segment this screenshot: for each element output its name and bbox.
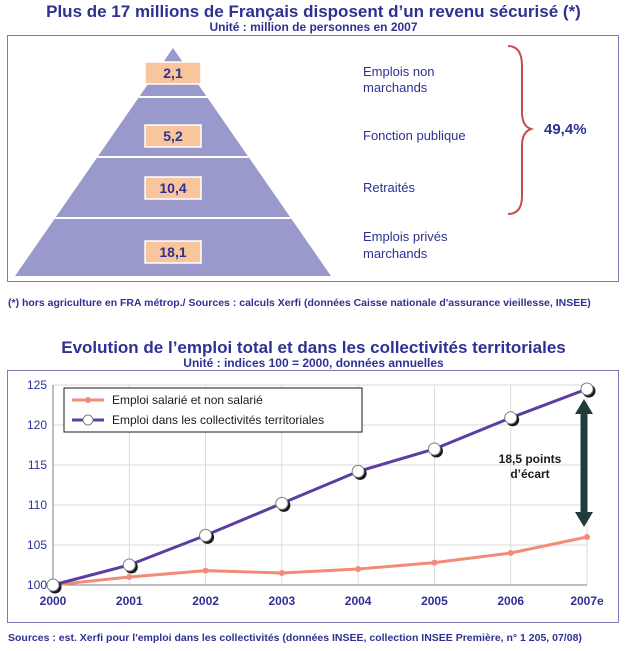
data-point-emploi-total xyxy=(584,534,590,540)
gap-arrow-head-up xyxy=(575,399,593,414)
series-line-emploi-total xyxy=(52,535,588,587)
x-tick-label: 2002 xyxy=(192,594,219,608)
gap-annotation-line2: d’écart xyxy=(510,467,549,481)
data-point-collectivites xyxy=(427,442,441,456)
line-chart-frame: 100 105 110 115 120 125 2000 2001 2002 2003 2004 20… xyxy=(7,370,619,623)
x-tick-label: 2000 xyxy=(40,594,67,608)
data-point-collectivites xyxy=(199,528,213,542)
legend-marker-emploi-total xyxy=(85,397,91,403)
data-point-emploi-total xyxy=(278,570,285,576)
pyramid-category-label: marchands xyxy=(363,80,428,95)
data-point-collectivites xyxy=(46,578,60,592)
y-tick-label: 125 xyxy=(27,378,47,392)
line-chart: 100 105 110 115 120 125 2000 2001 2002 2003 2004 20… xyxy=(27,378,604,608)
pyramid-chart-frame: 2,1 Emplois non marchands 5,2 Fonction publi… xyxy=(7,35,619,282)
legend-label-collectivites: Emploi dans les collectivités territoria… xyxy=(112,413,324,427)
gap-annotation-line1: 18,5 points xyxy=(499,452,562,466)
data-point-emploi-total xyxy=(355,566,362,572)
pyramid-category-label: Retraités xyxy=(363,180,416,195)
data-point-emploi-total xyxy=(202,567,209,574)
data-point-collectivites xyxy=(275,496,289,510)
line-chart-subtitle: Unité : indices 100 = 2000, données annu… xyxy=(183,356,444,370)
x-tick-label: 2001 xyxy=(116,594,143,608)
y-tick-label: 100 xyxy=(27,578,47,592)
series-line-collectivites xyxy=(52,387,588,587)
pyramid-value-label: 10,4 xyxy=(159,180,186,196)
pyramid-category-label: Emplois privés xyxy=(363,229,448,244)
legend-box xyxy=(63,387,363,433)
x-tick-label: 2004 xyxy=(345,594,372,608)
line-chart-source: Sources : est. Xerfi pour l'emploi dans … xyxy=(8,632,582,644)
y-tick-label: 110 xyxy=(28,498,47,512)
legend-label-emploi-total: Emploi salarié et non salarié xyxy=(112,393,263,407)
x-tick-label: 2007e xyxy=(570,594,604,608)
legend-marker-collectivites xyxy=(82,414,94,426)
y-tick-label: 115 xyxy=(28,458,47,472)
pyramid-footnote: (*) hors agriculture en FRA métrop./ Sou… xyxy=(8,297,591,309)
pyramid-category-label: marchands xyxy=(363,246,428,261)
pyramid-category-label: Emplois non xyxy=(363,64,435,79)
pyramid-value-label: 18,1 xyxy=(159,244,186,260)
y-tick-label: 105 xyxy=(27,538,47,552)
pyramid-value-box xyxy=(144,61,202,85)
pyramid-title: Plus de 17 millions de Français disposen… xyxy=(46,2,581,21)
pyramid-value-box xyxy=(144,124,202,148)
data-point-emploi-total xyxy=(507,550,514,556)
line-chart-title: Evolution de l’emploi total et dans les … xyxy=(61,338,566,357)
data-point-collectivites xyxy=(351,464,365,478)
pyramid-value-box xyxy=(144,176,202,200)
pyramid-value-label: 5,2 xyxy=(163,128,183,144)
bracket-percentage-label: 49,4% xyxy=(544,121,587,138)
pyramid-category-label: Fonction publique xyxy=(363,128,466,143)
x-tick-label: 2006 xyxy=(497,594,524,608)
bracket-line xyxy=(507,45,535,215)
pyramid-subtitle: Unité : million de personnes en 2007 xyxy=(209,20,418,34)
data-point-emploi-total xyxy=(126,574,133,580)
pyramid-value-label: 2,1 xyxy=(163,65,183,81)
x-tick-label: 2003 xyxy=(269,594,296,608)
data-point-collectivites xyxy=(504,411,518,425)
gap-arrow-head-down xyxy=(575,512,593,527)
data-point-emploi-total xyxy=(431,559,438,566)
y-tick-label: 120 xyxy=(27,418,47,432)
pyramid-value-box xyxy=(144,240,202,264)
data-point-collectivites xyxy=(122,558,136,572)
x-tick-label: 2005 xyxy=(421,594,448,608)
data-point-collectivites xyxy=(580,382,594,396)
